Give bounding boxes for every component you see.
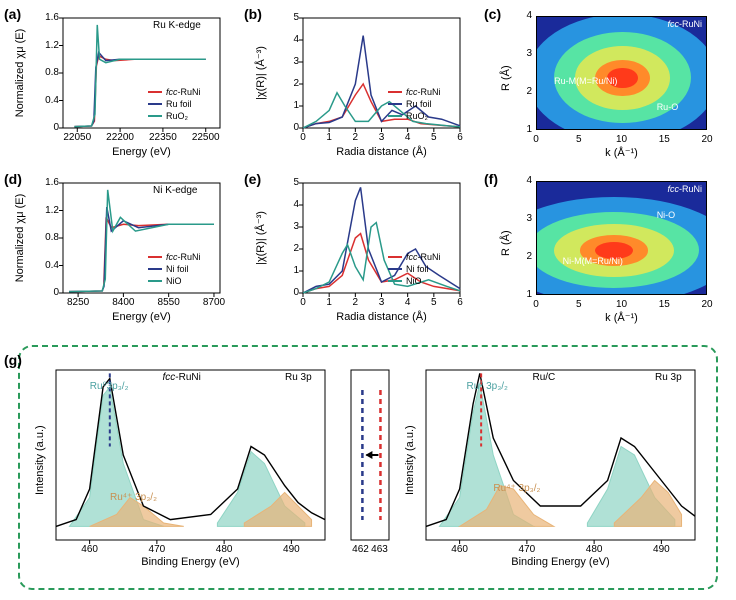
label-g: (g) (4, 352, 22, 368)
panel-g-right (408, 360, 703, 570)
panel-g-left (38, 360, 333, 570)
panel-g-mid (345, 360, 395, 570)
